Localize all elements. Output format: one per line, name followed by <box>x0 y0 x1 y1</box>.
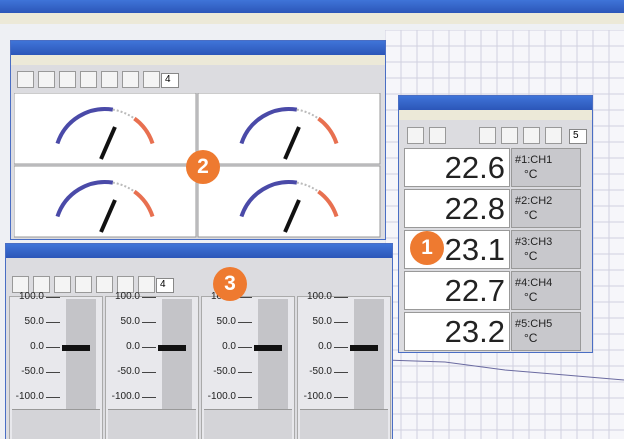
scale-tick <box>46 297 60 298</box>
scale-label: -100.0 <box>106 391 140 402</box>
scale-label: 0.0 <box>106 341 140 352</box>
toolbar-button[interactable] <box>143 71 160 88</box>
app-title-bar <box>0 0 624 13</box>
scale-label: -50.0 <box>202 366 236 377</box>
toolbar-button[interactable] <box>54 276 71 293</box>
scale-tick <box>238 397 252 398</box>
scale-label: 0.0 <box>202 341 236 352</box>
digital-meter-window: 5 22.6#1:CH1°C22.8#2:CH2°C23.1#3:CH3°C22… <box>398 95 593 353</box>
toolbar-button[interactable] <box>59 71 76 88</box>
scale-label: 100.0 <box>106 291 140 302</box>
window-title-bar <box>6 244 392 258</box>
scale-label: -100.0 <box>10 391 44 402</box>
toolbar-button[interactable] <box>545 127 562 144</box>
toolbar-button[interactable] <box>101 71 118 88</box>
scale-tick <box>238 322 252 323</box>
toolbar-button[interactable] <box>80 71 97 88</box>
count-spinner[interactable]: 4 <box>156 278 174 293</box>
scale-label: 0.0 <box>298 341 332 352</box>
slider-thumb <box>158 345 186 351</box>
scale-tick <box>142 347 156 348</box>
slider-thumb <box>350 345 378 351</box>
meter-value: 23.2 <box>404 312 510 351</box>
toolbar-button[interactable] <box>407 127 424 144</box>
status-box <box>300 409 388 439</box>
channel-unit: °C <box>521 167 537 181</box>
window-title-bar <box>399 96 592 110</box>
toolbar-button[interactable] <box>138 276 155 293</box>
scale-label: 50.0 <box>202 316 236 327</box>
scale-tick <box>238 347 252 348</box>
analog-meter-window: 4 <box>10 40 386 240</box>
scale-label: 0.0 <box>10 341 44 352</box>
bar-meter-window: 4 100.0 50.0 0.0 -50.0 -100.0 100.0 50.0 0.0 -50… <box>5 243 393 439</box>
toolbar-button[interactable] <box>38 71 55 88</box>
scale-label: 50.0 <box>298 316 332 327</box>
status-box <box>12 409 100 439</box>
slider-thumb <box>254 345 282 351</box>
app-menu <box>0 13 624 24</box>
toolbar-button[interactable] <box>523 127 540 144</box>
scale-tick <box>142 297 156 298</box>
count-spinner[interactable]: 5 <box>569 129 587 144</box>
toolbar-button[interactable] <box>122 71 139 88</box>
meter-value: 22.7 <box>404 271 510 310</box>
screen: 4 4 100.050.00.0-50.0-100.0100.050.00.0-… <box>0 0 624 439</box>
count-spinner[interactable]: 4 <box>161 73 179 88</box>
channel-unit: °C <box>521 331 537 345</box>
scale-tick <box>46 372 60 373</box>
toolbar-button[interactable] <box>501 127 518 144</box>
bar-meter-panel: 100.050.00.0-50.0-100.0 <box>201 296 295 439</box>
scale-label: 100.0 <box>10 291 44 302</box>
scale-label: -50.0 <box>106 366 140 377</box>
scale-tick <box>238 372 252 373</box>
scale-tick <box>334 322 348 323</box>
channel-unit: °C <box>521 249 537 263</box>
scale-tick <box>142 372 156 373</box>
status-box <box>108 409 196 439</box>
scale-label: 50.0 <box>106 316 140 327</box>
badge: 1 <box>410 231 444 265</box>
scale-tick <box>334 347 348 348</box>
toolbar-button[interactable] <box>479 127 496 144</box>
scale-tick <box>334 372 348 373</box>
scale-tick <box>46 397 60 398</box>
scale-tick <box>46 322 60 323</box>
slider-thumb <box>62 345 90 351</box>
toolbar-button[interactable] <box>75 276 92 293</box>
scale-label: 50.0 <box>10 316 44 327</box>
channel-unit: °C <box>521 208 537 222</box>
meter-value: 22.6 <box>404 148 510 187</box>
toolbar-button[interactable] <box>429 127 446 144</box>
scale-label: 100.0 <box>298 291 332 302</box>
scale-tick <box>142 397 156 398</box>
scale-label: -50.0 <box>298 366 332 377</box>
meter-value: 22.8 <box>404 189 510 228</box>
badge: 3 <box>213 267 247 301</box>
scale-tick <box>142 322 156 323</box>
window-title-bar <box>11 41 385 55</box>
window-menu <box>11 55 385 65</box>
channel-unit: °C <box>521 290 537 304</box>
scale-tick <box>334 397 348 398</box>
scale-tick <box>46 347 60 348</box>
scale-label: -100.0 <box>298 391 332 402</box>
window-menu <box>399 110 592 120</box>
scale-tick <box>334 297 348 298</box>
toolbar-button[interactable] <box>17 71 34 88</box>
scale-label: -100.0 <box>202 391 236 402</box>
status-box <box>204 409 292 439</box>
scale-label: -50.0 <box>10 366 44 377</box>
badge: 2 <box>186 150 220 184</box>
